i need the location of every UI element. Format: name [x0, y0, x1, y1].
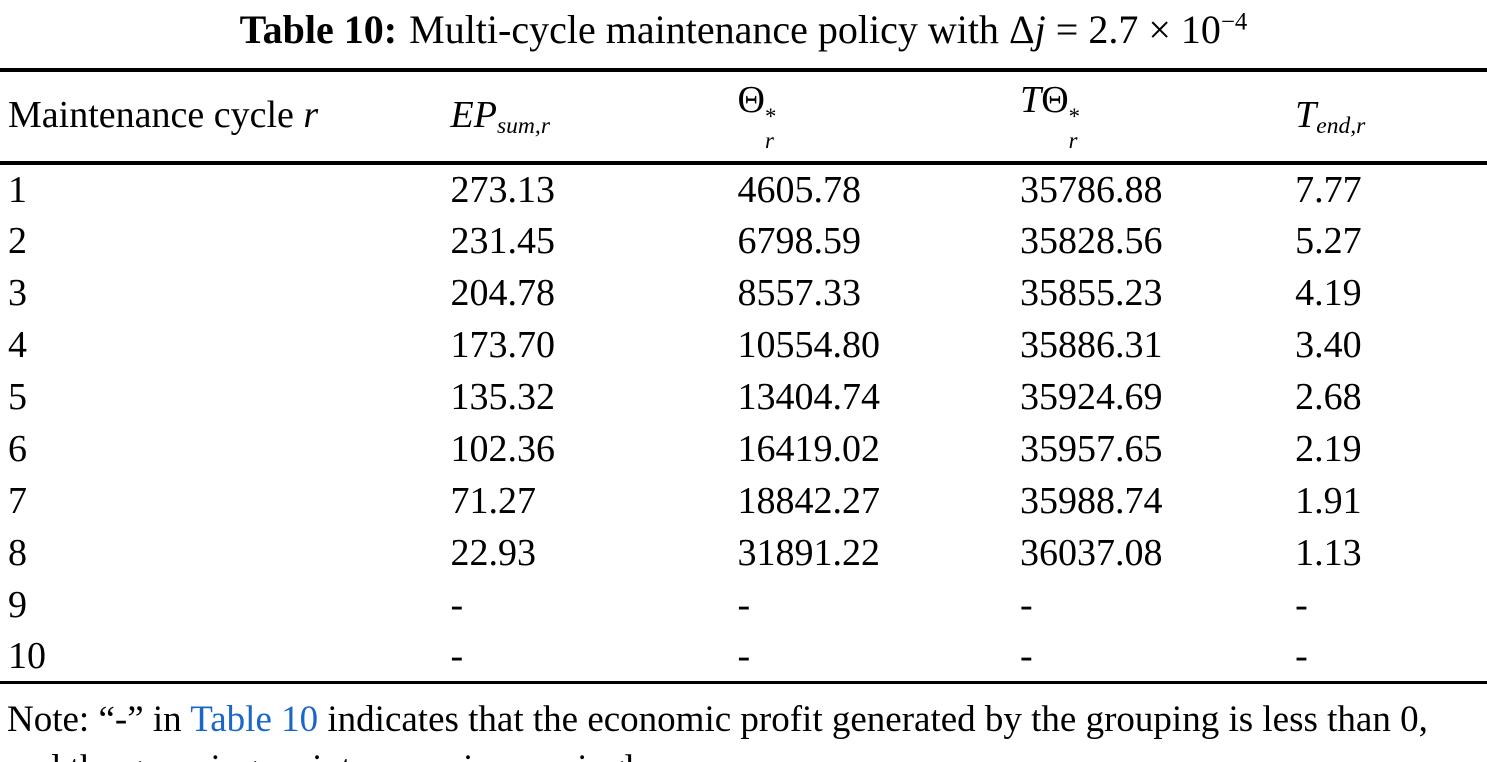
variable-j: j [1034, 7, 1046, 52]
table-caption: Table 10: Multi-cycle maintenance policy … [0, 0, 1487, 54]
table-cell: 1.91 [1295, 479, 1362, 522]
header-theta-star: * [764, 103, 777, 129]
header-theta-symbol: Θ [737, 79, 765, 121]
table-row: 9 - - - - [0, 579, 1487, 631]
header-theta-subscript: r [764, 127, 774, 153]
table-cell: 35957.65 [1020, 427, 1163, 470]
column-header-ep-sum: EPsum,r [450, 70, 738, 165]
table-cell: 231.45 [450, 219, 556, 262]
table-cell: 173.70 [450, 323, 556, 366]
table-note: Note: “-” in Table 10 indicates that the… [0, 695, 1487, 762]
table-row: 6 102.36 16419.02 35957.65 2.19 [0, 423, 1487, 475]
table-cell: 35988.74 [1020, 479, 1163, 522]
header-row: Maintenance cycle r EPsum,r Θ * r TΘ * r Ten… [0, 70, 1487, 165]
table-cell: 16419.02 [737, 427, 881, 470]
table-row: 3 204.78 8557.33 35855.23 4.19 [0, 267, 1487, 319]
column-header-t-end: Tend,r [1295, 70, 1487, 165]
table-cell: 8 [8, 531, 27, 574]
table-row: 10 - - - - [0, 631, 1487, 683]
table-cell: 4.19 [1295, 271, 1362, 314]
table-cell: 5 [8, 375, 27, 418]
table-cell: 6798.59 [737, 219, 862, 262]
header-text: Maintenance cycle [8, 94, 304, 137]
table-cell: 31891.22 [737, 531, 881, 574]
table-cell: 5.27 [1295, 219, 1362, 262]
table-cell: 35924.69 [1020, 375, 1163, 418]
table-cell: 71.27 [450, 479, 537, 522]
table-cell: 36037.08 [1020, 531, 1163, 574]
table-row: 8 22.93 31891.22 36037.08 1.13 [0, 527, 1487, 579]
table-10-link[interactable]: Table 10 [190, 699, 319, 741]
table-cell: 10 [8, 634, 46, 677]
table-row: 7 71.27 18842.27 35988.74 1.91 [0, 475, 1487, 527]
table-cell: 35886.31 [1020, 323, 1163, 366]
column-header-theta: Θ * r [737, 70, 1021, 165]
table-cell: 4605.78 [737, 168, 862, 211]
header-t-theta-scripts: * r [1068, 103, 1081, 153]
table-cell: 102.36 [450, 427, 556, 470]
table-cell: 13404.74 [737, 375, 881, 418]
delta-symbol: Δ [1008, 7, 1035, 52]
note-text-pre: Note: “-” in [7, 699, 191, 741]
table-cell: - [1295, 634, 1308, 677]
table-body: 1 273.13 4605.78 35786.88 7.77 2 231.45 … [0, 163, 1487, 683]
table-cell: 1 [8, 168, 27, 211]
table-cell: - [1295, 583, 1308, 626]
table-row: 2 231.45 6798.59 35828.56 5.27 [0, 215, 1487, 267]
header-t-theta-subscript: r [1068, 127, 1078, 153]
table-cell: 7 [8, 479, 27, 522]
table-cell: 7.77 [1295, 168, 1362, 211]
table-cell: 1.13 [1295, 531, 1362, 574]
exponent: −4 [1220, 8, 1248, 36]
table-cell: 9 [8, 583, 27, 626]
table-cell: 3.40 [1295, 323, 1362, 366]
header-t-theta-symbol: Θ [1041, 79, 1069, 121]
table-cell: 2 [8, 219, 27, 262]
column-header-t-theta: TΘ * r [1020, 70, 1296, 165]
table-cell: 6 [8, 427, 27, 470]
table-cell: 35855.23 [1020, 271, 1163, 314]
table-cell: 10554.80 [737, 323, 881, 366]
maintenance-policy-table: Maintenance cycle r EPsum,r Θ * r TΘ * r Ten… [0, 68, 1487, 685]
header-ep-subscript: sum,r [496, 113, 550, 140]
table-cell: 35828.56 [1020, 219, 1163, 262]
table-cell: 2.68 [1295, 375, 1362, 418]
header-t: T [1020, 79, 1042, 121]
table-cell: - [450, 583, 464, 626]
table-cell: 204.78 [450, 271, 556, 314]
table-cell: 3 [8, 271, 27, 314]
table-cell: 135.32 [450, 375, 556, 418]
caption-formula: Δj = 2.7 × 10−4 [1009, 7, 1247, 52]
header-t-end: T [1295, 94, 1317, 137]
column-header-maintenance-cycle: Maintenance cycle r [0, 70, 451, 165]
note-text-post: indicates that the economic profit gener… [7, 699, 1428, 762]
equation-text: = 2.7 × 10 [1055, 7, 1221, 52]
table-cell: - [1020, 583, 1033, 626]
table-row: 5 135.32 13404.74 35924.69 2.68 [0, 371, 1487, 423]
caption-label: Table 10: [239, 7, 398, 52]
table-header: Maintenance cycle r EPsum,r Θ * r TΘ * r Ten… [0, 70, 1487, 165]
table-cell: 2.19 [1295, 427, 1362, 470]
table-row: 4 173.70 10554.80 35886.31 3.40 [0, 319, 1487, 371]
header-theta-scripts: * r [764, 103, 777, 153]
table-row: 1 273.13 4605.78 35786.88 7.77 [0, 163, 1487, 215]
header-var-r: r [303, 94, 319, 137]
header-ep: EP [450, 94, 497, 137]
caption-text: Multi-cycle maintenance policy with [409, 7, 999, 52]
table-cell: 8557.33 [737, 271, 862, 314]
table-cell: - [737, 583, 751, 626]
table-cell: 22.93 [450, 531, 537, 574]
table-cell: 18842.27 [737, 479, 881, 522]
table-cell: - [1020, 634, 1033, 677]
table-cell: - [450, 634, 464, 677]
table-cell: 35786.88 [1020, 168, 1163, 211]
table-cell: 273.13 [450, 168, 556, 211]
header-t-theta-star: * [1068, 103, 1081, 129]
table-cell: 4 [8, 323, 27, 366]
table-cell: - [737, 634, 751, 677]
header-t-end-subscript: end,r [1316, 113, 1366, 140]
